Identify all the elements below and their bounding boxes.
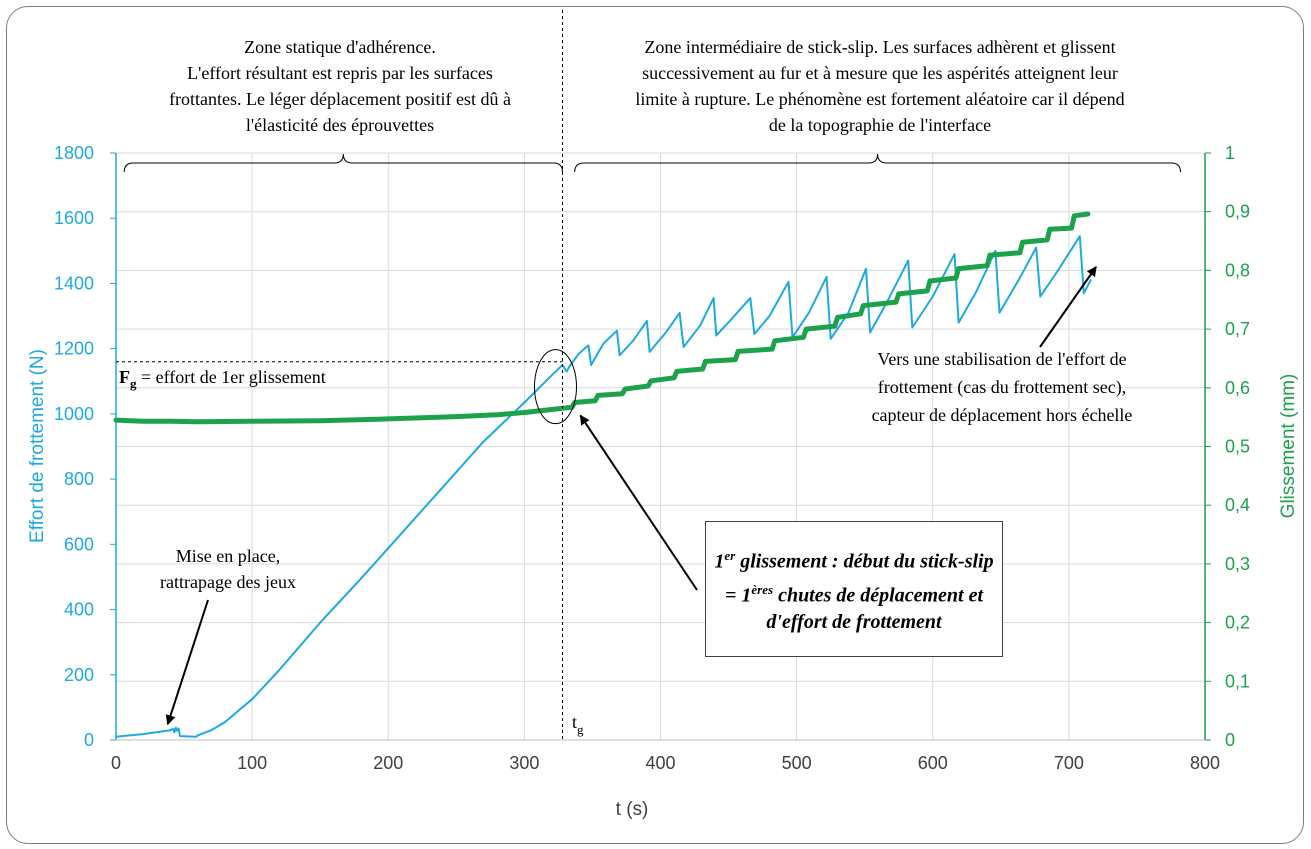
vers-arrow bbox=[1039, 266, 1097, 348]
y-tick-label-left: 0 bbox=[84, 730, 94, 750]
y-tick-label-left: 1000 bbox=[54, 404, 94, 424]
y-tick-label-right: 0 bbox=[1225, 730, 1235, 750]
mise-line-2: rattrapage des jeux bbox=[160, 572, 296, 592]
x-tick-label: 100 bbox=[237, 753, 267, 773]
tick-labels: 0 100 200 300 400 500 600 700 800020040060080010… bbox=[54, 143, 1250, 773]
fg-definition: = effort de 1er glissement bbox=[137, 367, 326, 387]
first-slip-callout: 1er glissement : début du stick-slip = 1… bbox=[705, 521, 1003, 657]
zone1-line-4: l'élasticité des éprouvettes bbox=[246, 115, 434, 135]
y-tick-label-right: 1 bbox=[1225, 143, 1235, 163]
callout-arrow bbox=[579, 414, 698, 591]
fg-symbol: F bbox=[119, 367, 130, 387]
x-tick-label: 300 bbox=[509, 753, 539, 773]
y-tick-label-right: 0,2 bbox=[1225, 613, 1250, 633]
y-tick-label-right: 0,4 bbox=[1225, 495, 1250, 515]
y-tick-label-right: 0,5 bbox=[1225, 437, 1250, 457]
zone1-line-1: Zone statique d'adhérence. bbox=[244, 37, 436, 57]
y-tick-label-right: 0,7 bbox=[1225, 319, 1250, 339]
effort-series-line bbox=[115, 235, 1092, 738]
y-tick-label-right: 0,1 bbox=[1225, 671, 1250, 691]
callout-part-c: chutes de déplacement et d'effort de fro… bbox=[766, 584, 984, 634]
fg-label: Fg = effort de 1er glissement bbox=[119, 367, 326, 391]
y-tick-label-right: 0,9 bbox=[1225, 202, 1250, 222]
y-tick-label-right: 0,8 bbox=[1225, 260, 1250, 280]
callout-part-b: glissement : début du stick-slip = 1 bbox=[724, 550, 994, 607]
tg-subscript: g bbox=[577, 722, 584, 737]
y-tick-label-left: 800 bbox=[64, 469, 94, 489]
zone2-line-2: successivement au fur et à mesure que le… bbox=[642, 63, 1118, 83]
y-tick-label-left: 400 bbox=[64, 600, 94, 620]
x-tick-label: 400 bbox=[645, 753, 675, 773]
zone1-brace bbox=[123, 153, 563, 173]
y-tick-label-right: 0,6 bbox=[1225, 378, 1250, 398]
callout-sup-a: er bbox=[724, 547, 736, 563]
y-tick-label-left: 200 bbox=[64, 665, 94, 685]
y-axis-title-left: Effort de frottement (N) bbox=[27, 349, 48, 543]
y-tick-label-left: 1400 bbox=[54, 273, 94, 293]
x-tick-label: 0 bbox=[111, 753, 121, 773]
vers-line-2: frottement (cas du frottement sec), bbox=[878, 377, 1126, 398]
glissement-series-line bbox=[113, 211, 1091, 425]
y-tick-label-left: 1800 bbox=[54, 143, 94, 163]
fg-subscript: g bbox=[130, 376, 137, 391]
x-tick-label: 700 bbox=[1054, 753, 1084, 773]
tg-label: tg bbox=[572, 712, 584, 737]
zone1-line-2: L'effort résultant est repris par les su… bbox=[187, 63, 493, 83]
y-axis-title-right: Glissement (mm) bbox=[1278, 374, 1299, 519]
y-tick-label-left: 1600 bbox=[54, 208, 94, 228]
callout-part-a: 1 bbox=[714, 550, 725, 573]
plot-area bbox=[113, 211, 1092, 738]
annotations bbox=[116, 10, 1181, 740]
vers-line-3: capteur de déplacement hors échelle bbox=[872, 405, 1133, 425]
zone2-line-1: Zone intermédiaire de stick-slip. Les su… bbox=[644, 37, 1115, 57]
callout-text: 1er glissement : début du stick-slip = 1… bbox=[714, 542, 994, 636]
tg-symbol: t bbox=[572, 712, 577, 732]
zone1-line-3: frottantes. Le léger déplacement positif… bbox=[169, 89, 511, 109]
chart-frame bbox=[6, 6, 1304, 844]
y-tick-label-right: 0,3 bbox=[1225, 554, 1250, 574]
mise-line-1: Mise en place, bbox=[176, 546, 280, 566]
x-tick-label: 600 bbox=[918, 753, 948, 773]
zone2-line-3: limite à rupture. Le phénomène est forte… bbox=[635, 89, 1124, 109]
callout-sup-b: ères bbox=[751, 581, 774, 597]
zone2-brace bbox=[574, 153, 1181, 173]
vers-line-1: Vers une stabilisation de l'effort de bbox=[877, 349, 1126, 369]
first-slip-ellipse bbox=[533, 349, 577, 425]
x-tick-label: 500 bbox=[782, 753, 812, 773]
y-tick-label-left: 600 bbox=[64, 534, 94, 554]
y-tick-label-left: 1200 bbox=[54, 339, 94, 359]
x-tick-label: 800 bbox=[1190, 753, 1220, 773]
mise-arrow bbox=[165, 599, 209, 726]
x-tick-label: 200 bbox=[373, 753, 403, 773]
x-axis-title: t (s) bbox=[616, 799, 649, 820]
zone2-line-4: de la topographie de l'interface bbox=[769, 115, 991, 135]
